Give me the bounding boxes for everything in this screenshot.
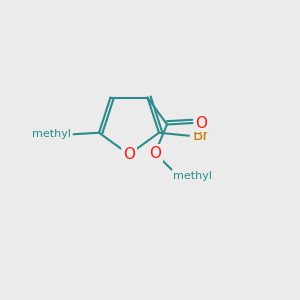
Text: O: O bbox=[123, 147, 135, 162]
Text: methyl: methyl bbox=[173, 171, 212, 181]
Text: O: O bbox=[149, 146, 161, 160]
Text: Br: Br bbox=[193, 128, 209, 143]
Text: methyl: methyl bbox=[32, 129, 71, 139]
Text: O: O bbox=[196, 116, 208, 130]
